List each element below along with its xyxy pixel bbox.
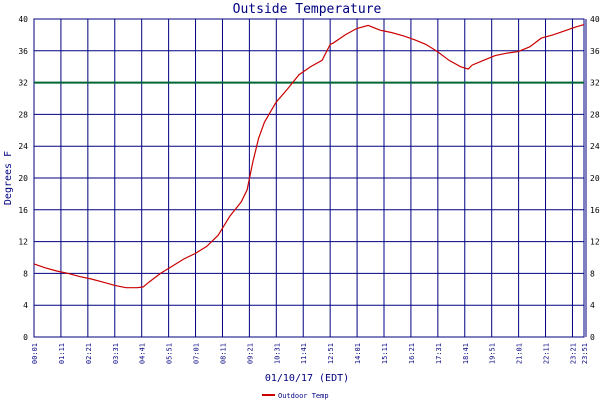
x-tick-label: 02:21 xyxy=(85,343,93,364)
x-tick-label: 07:01 xyxy=(193,343,201,364)
legend-label-outdoor-temp: Outdoor Temp xyxy=(278,392,329,400)
x-tick-label: 17:31 xyxy=(435,343,443,364)
x-tick-label: 09:21 xyxy=(246,343,254,364)
x-tick-label: 16:21 xyxy=(408,343,416,364)
x-tick-label: 03:31 xyxy=(112,343,120,364)
y-tick-label: 24 xyxy=(18,142,28,151)
x-tick-label: 00:01 xyxy=(31,343,39,364)
y-tick-label: 40 xyxy=(18,15,28,24)
x-tick-label: 23:51 xyxy=(581,343,589,364)
y-tick-label: 12 xyxy=(18,238,28,247)
y-tick-label-right: 0 xyxy=(590,333,595,342)
x-tick-label: 18:41 xyxy=(462,343,470,364)
y-tick-label: 8 xyxy=(23,269,28,278)
y-tick-label-right: 16 xyxy=(590,206,600,215)
y-tick-label-right: 32 xyxy=(590,79,600,88)
y-tick-label: 28 xyxy=(18,110,28,119)
x-tick-label: 04:41 xyxy=(139,343,147,364)
y-tick-label: 20 xyxy=(18,174,28,183)
x-tick-label: 15:11 xyxy=(381,343,389,364)
x-axis-label: 01/10/17 (EDT) xyxy=(265,373,349,384)
x-tick-label: 22:11 xyxy=(543,343,551,364)
y-tick-label-right: 28 xyxy=(590,110,600,119)
y-tick-label-right: 20 xyxy=(590,174,600,183)
x-tick-label: 14:01 xyxy=(354,343,362,364)
y-tick-label-right: 40 xyxy=(590,15,600,24)
x-tick-label: 05:51 xyxy=(166,343,174,364)
y-tick-label: 4 xyxy=(23,301,28,310)
x-tick-label: 10:31 xyxy=(273,343,281,364)
series-line-outdoor-temp xyxy=(33,24,585,289)
y-tick-label-right: 36 xyxy=(590,47,600,56)
y-tick-label: 36 xyxy=(18,47,28,56)
y-tick-label-right: 24 xyxy=(590,142,600,151)
y-axis-left: 0 4 8 12 16 20 24 28 32 36 40 xyxy=(18,15,28,342)
y-axis-right: 0 4 8 12 16 20 24 28 32 36 40 xyxy=(590,15,600,342)
x-tick-label: 11:41 xyxy=(300,343,308,364)
y-axis-label: Degrees F xyxy=(3,151,14,205)
x-axis: 00:01 01:11 02:21 03:31 04:41 05:51 07:01 08:11… xyxy=(31,343,589,364)
y-tick-label: 32 xyxy=(18,79,28,88)
y-tick-label-right: 12 xyxy=(590,238,600,247)
x-tick-label: 08:11 xyxy=(219,343,227,364)
chart-title: Outside Temperature xyxy=(233,2,382,17)
x-tick-label: 23:21 xyxy=(569,343,577,364)
x-tick-label: 19:51 xyxy=(489,343,497,364)
x-tick-label: 21:01 xyxy=(516,343,524,364)
y-tick-label: 0 xyxy=(23,333,28,342)
y-tick-label-right: 4 xyxy=(590,301,595,310)
y-tick-label-right: 8 xyxy=(590,269,595,278)
x-tick-label: 01:11 xyxy=(58,343,66,364)
x-tick-label: 12:51 xyxy=(327,343,335,364)
y-tick-label: 16 xyxy=(18,206,28,215)
